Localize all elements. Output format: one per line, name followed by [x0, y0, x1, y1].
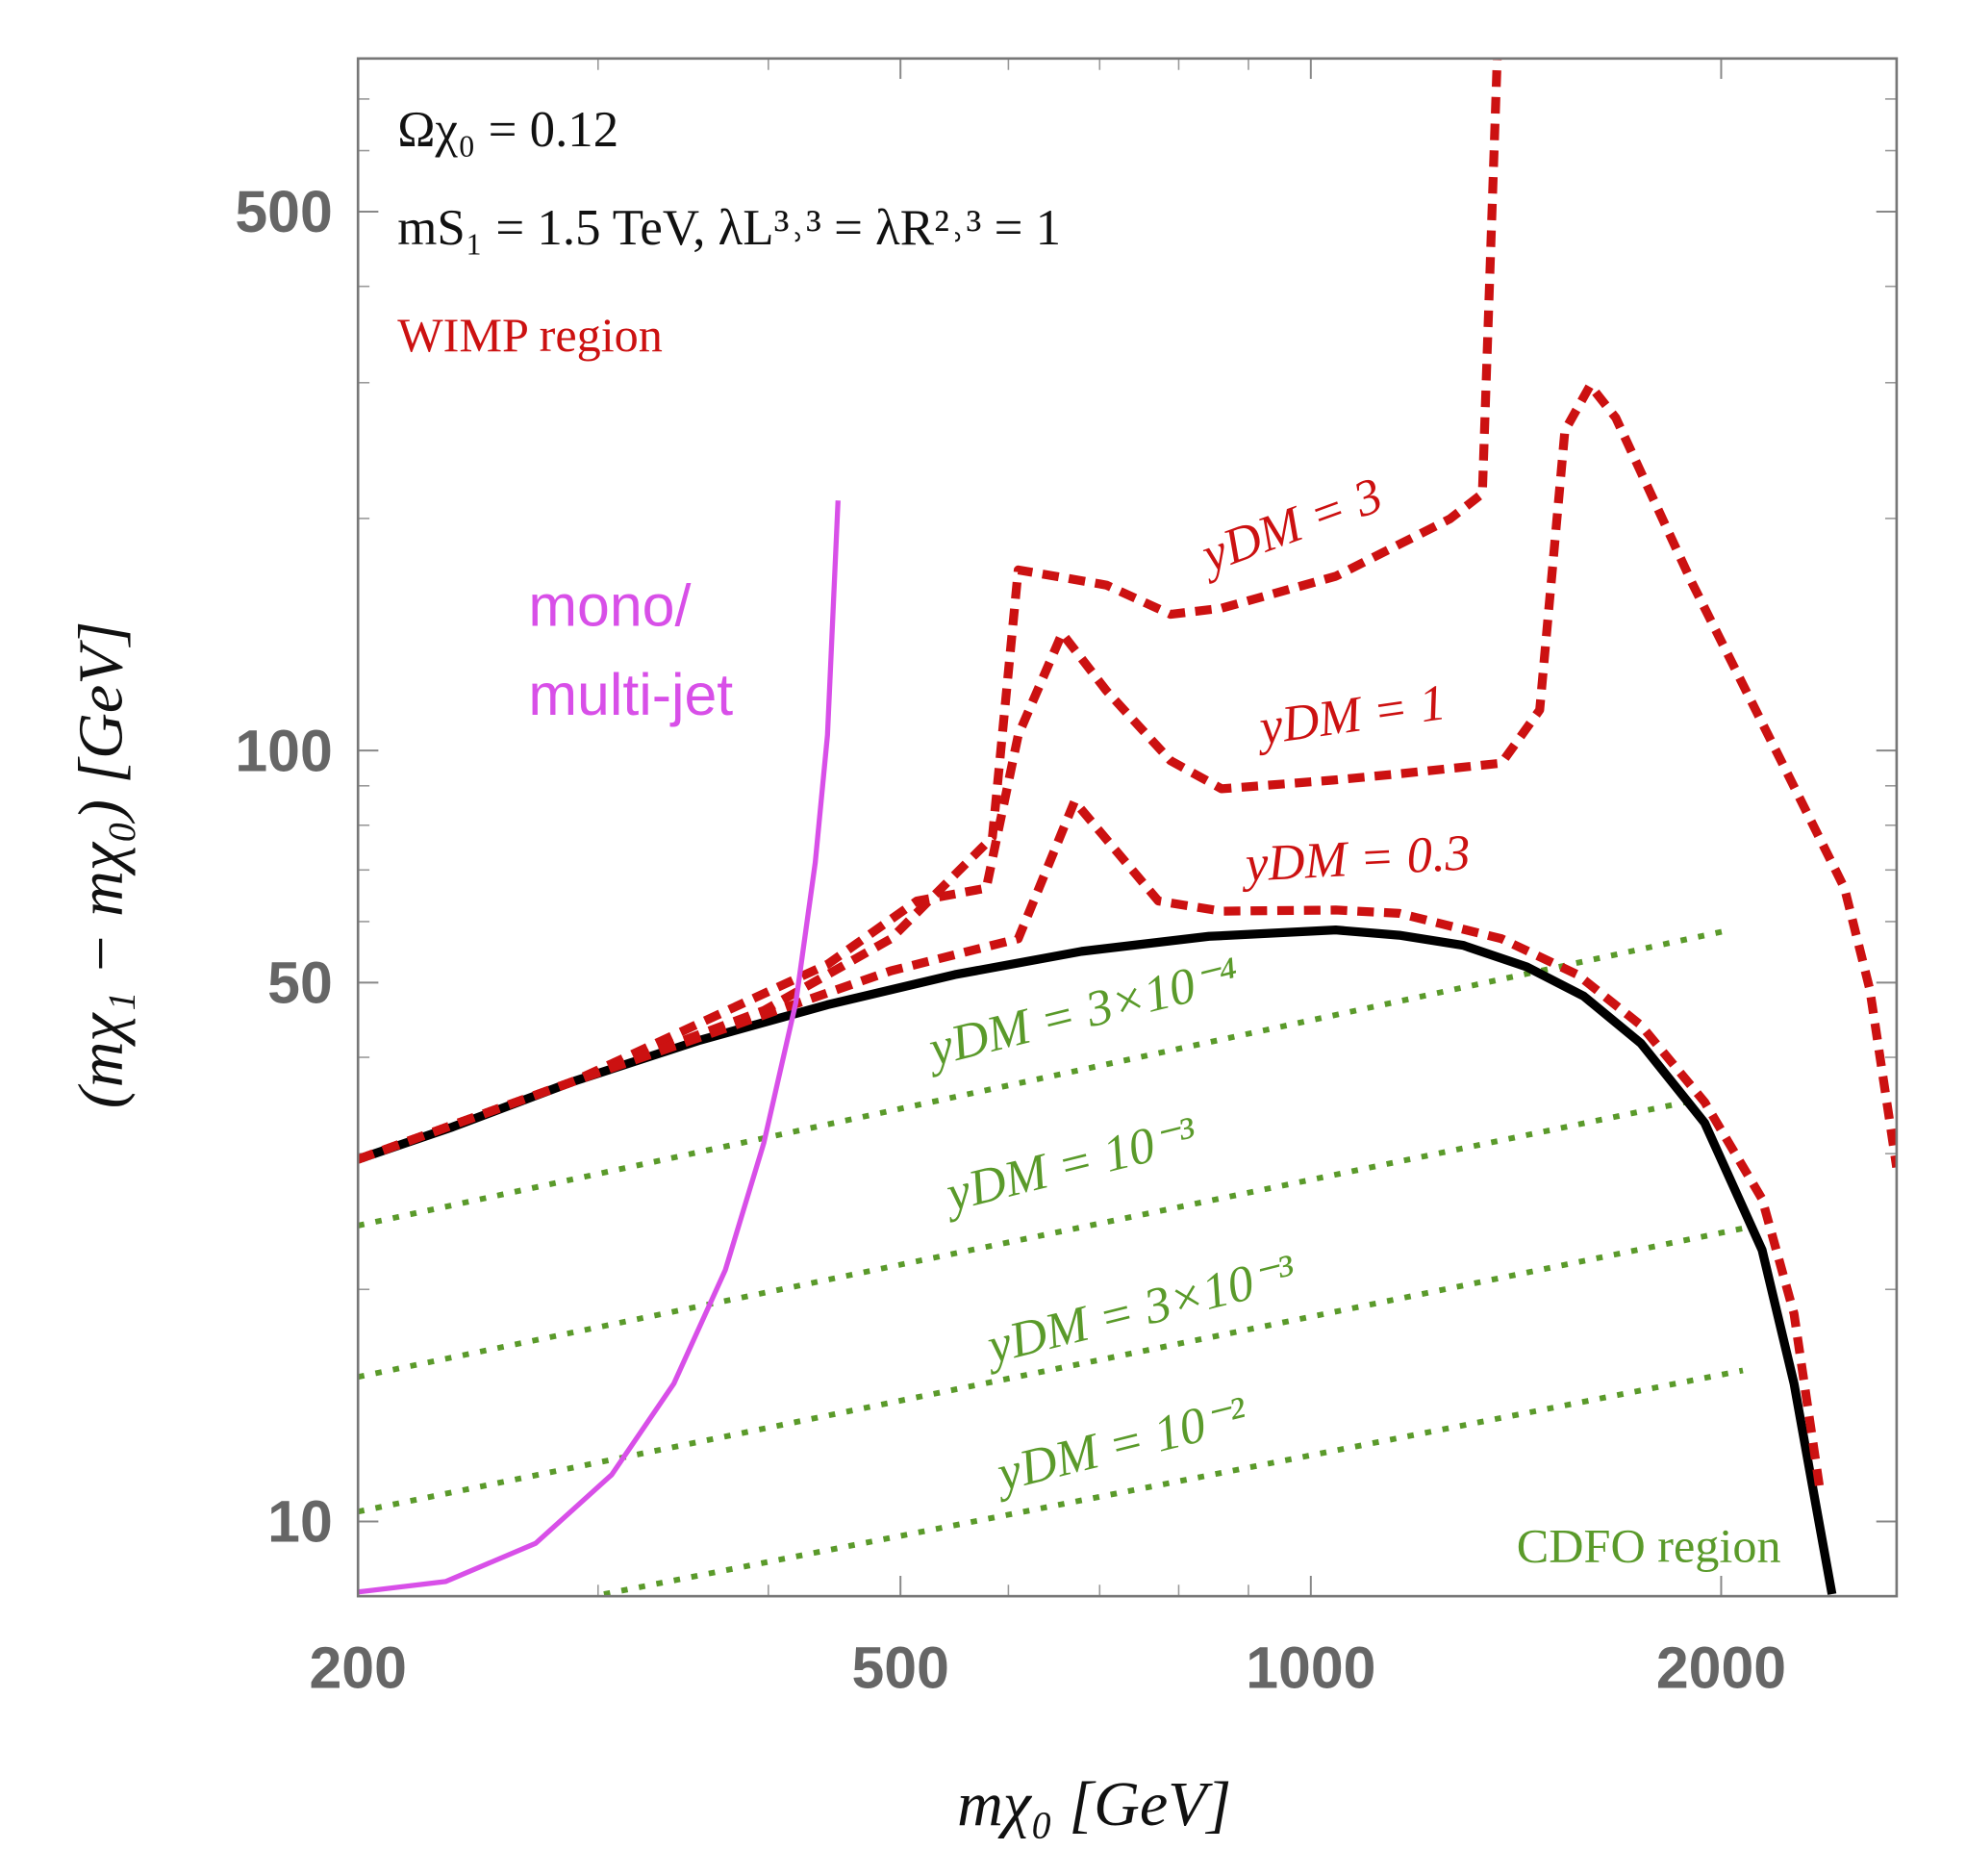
- series-line: [358, 926, 1731, 1229]
- annotation: mS₁ = 1.5 TeV, λL³˒³ = λR²˒³ = 1: [397, 200, 1061, 256]
- x-tick-label: 2000: [1656, 1635, 1786, 1700]
- x-tick-label: 500: [851, 1635, 948, 1700]
- annotation: WIMP region: [397, 308, 663, 362]
- plot-frame: [356, 57, 1899, 1598]
- annotation: Ωχ₀ = 0.12: [397, 102, 618, 158]
- y-tick-label: 100: [235, 718, 332, 783]
- series-line: [358, 380, 1897, 1169]
- annotation: mono/: [528, 572, 691, 638]
- series-line: [603, 1367, 1744, 1597]
- series-line: [358, 1225, 1744, 1515]
- y-tick-label: 500: [235, 179, 332, 244]
- series-line: [358, 797, 1825, 1487]
- x-tick-label: 200: [310, 1635, 407, 1700]
- y-axis-label: (mχ₁ − mχ₀) [GeV]: [65, 621, 136, 1109]
- annotation: CDFO region: [1517, 1518, 1781, 1572]
- series-line: [358, 58, 1502, 1164]
- y-tick-label: 50: [267, 951, 333, 1016]
- annotation: multi-jet: [528, 662, 733, 727]
- y-tick-label: 10: [267, 1489, 333, 1555]
- x-axis-label: mχ₀ [GeV]: [957, 1769, 1231, 1839]
- x-tick-label: 1000: [1246, 1635, 1375, 1700]
- series-line: [358, 500, 841, 1595]
- series-label: yDM = 0.3: [1239, 825, 1472, 893]
